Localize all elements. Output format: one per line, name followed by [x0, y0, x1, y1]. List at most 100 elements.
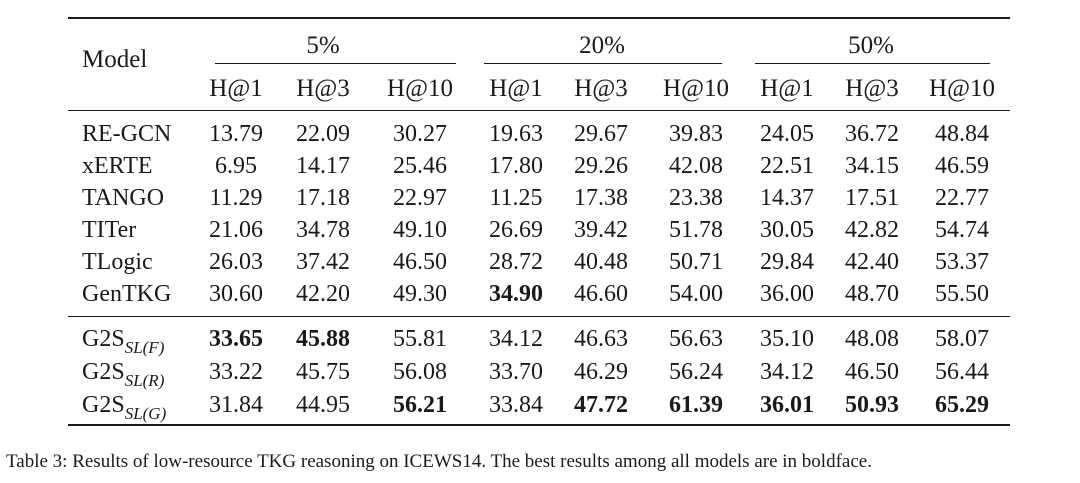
group-header: 5% — [306, 32, 340, 59]
metric-header: H@10 — [928, 75, 996, 102]
table-cell: 48.70 — [845, 281, 899, 307]
bottom-rule — [68, 424, 1010, 426]
table-cell: 47.72 — [574, 392, 628, 418]
table-cell: 34.12 — [760, 359, 814, 385]
table-cell: 46.29 — [574, 359, 628, 385]
group-header: 50% — [848, 32, 894, 59]
table-cell: 56.21 — [393, 392, 447, 418]
metric-header: H@10 — [386, 75, 454, 102]
metric-header: H@1 — [760, 75, 814, 102]
table-cell: 26.03 — [209, 249, 263, 275]
table-cell: 21.06 — [209, 217, 263, 243]
table-cell: 33.65 — [209, 326, 263, 352]
metric-header: H@3 — [296, 75, 350, 102]
model-name-text: G2S — [82, 392, 125, 418]
table-cell: 55.81 — [393, 326, 447, 352]
row-model-name: xERTE — [82, 154, 153, 178]
table-cell: 61.39 — [669, 392, 723, 418]
row-model-name: TLogic — [82, 250, 153, 274]
table-cell: 22.51 — [760, 153, 814, 179]
model-name-text: RE-GCN — [82, 121, 172, 147]
table-cell: 56.24 — [669, 359, 723, 385]
metric-header: H@1 — [209, 75, 263, 102]
table-cell: 39.42 — [574, 217, 628, 243]
table-cell: 23.38 — [669, 185, 723, 211]
table-cell: 42.82 — [845, 217, 899, 243]
group-underline — [755, 63, 990, 64]
group-underline — [484, 63, 722, 64]
table-cell: 11.29 — [209, 185, 263, 211]
table-cell: 54.00 — [669, 281, 723, 307]
table-cell: 45.75 — [296, 359, 350, 385]
row-model-name: G2SSL(F) — [82, 326, 164, 356]
metric-header: H@10 — [662, 75, 730, 102]
row-model-name: G2SSL(R) — [82, 359, 164, 389]
table-cell: 34.90 — [489, 281, 543, 307]
model-name-text: G2S — [82, 326, 125, 352]
table-cell: 34.78 — [296, 217, 350, 243]
table-cell: 46.63 — [574, 326, 628, 352]
table-cell: 39.83 — [669, 121, 723, 147]
group-underline — [215, 63, 456, 64]
table-cell: 22.97 — [393, 185, 447, 211]
table-cell: 29.26 — [574, 153, 628, 179]
table-cell: 34.12 — [489, 326, 543, 352]
table-cell: 25.46 — [393, 153, 447, 179]
row-model-name: RE-GCN — [82, 122, 171, 146]
table-cell: 6.95 — [215, 153, 257, 179]
table-cell: 22.09 — [296, 121, 350, 147]
table-cell: 17.38 — [574, 185, 628, 211]
table-caption: Table 3: Results of low-resource TKG rea… — [6, 451, 872, 472]
table-cell: 42.40 — [845, 249, 899, 275]
model-column-header: Model — [82, 46, 148, 73]
table-cell: 30.27 — [393, 121, 447, 147]
table-cell: 14.37 — [760, 185, 814, 211]
table-cell: 56.44 — [935, 359, 989, 385]
table-cell: 46.50 — [393, 249, 447, 275]
table-cell: 48.84 — [935, 121, 989, 147]
table-cell: 42.08 — [669, 153, 723, 179]
model-name-text: TANGO — [82, 185, 165, 211]
table-cell: 46.60 — [574, 281, 628, 307]
table-cell: 29.67 — [574, 121, 628, 147]
model-name-text: xERTE — [82, 153, 153, 179]
table-cell: 26.69 — [489, 217, 543, 243]
table-cell: 58.07 — [935, 326, 989, 352]
table-cell: 36.01 — [760, 392, 814, 418]
table-cell: 13.79 — [209, 121, 263, 147]
table-cell: 28.72 — [489, 249, 543, 275]
table-cell: 48.08 — [845, 326, 899, 352]
section-rule — [68, 316, 1010, 317]
table-cell: 33.84 — [489, 392, 543, 418]
table-cell: 11.25 — [489, 185, 543, 211]
table-cell: 46.50 — [845, 359, 899, 385]
table-cell: 36.00 — [760, 281, 814, 307]
table-cell: 30.05 — [760, 217, 814, 243]
table-cell: 24.05 — [760, 121, 814, 147]
top-rule — [68, 17, 1010, 19]
row-model-name: TANGO — [82, 186, 164, 210]
model-name-subscript: SL(G) — [124, 404, 167, 423]
row-model-name: GenTKG — [82, 282, 171, 306]
group-header: 20% — [579, 32, 625, 59]
table-cell: 45.88 — [296, 326, 350, 352]
table-cell: 49.10 — [393, 217, 447, 243]
table-cell: 49.30 — [393, 281, 447, 307]
model-name-subscript: SL(R) — [124, 371, 165, 390]
table-cell: 29.84 — [760, 249, 814, 275]
table-cell: 37.42 — [296, 249, 350, 275]
row-model-name: G2SSL(G) — [82, 392, 166, 422]
table-cell: 19.63 — [489, 121, 543, 147]
model-name-text: TITer — [82, 217, 137, 243]
table-cell: 14.17 — [296, 153, 350, 179]
table-cell: 50.93 — [845, 392, 899, 418]
model-name-text: G2S — [82, 359, 125, 385]
metric-header: H@3 — [845, 75, 899, 102]
table-cell: 50.71 — [669, 249, 723, 275]
table-cell: 65.29 — [935, 392, 989, 418]
table-cell: 35.10 — [760, 326, 814, 352]
table-cell: 34.15 — [845, 153, 899, 179]
table-cell: 17.51 — [845, 185, 899, 211]
table-cell: 31.84 — [209, 392, 263, 418]
